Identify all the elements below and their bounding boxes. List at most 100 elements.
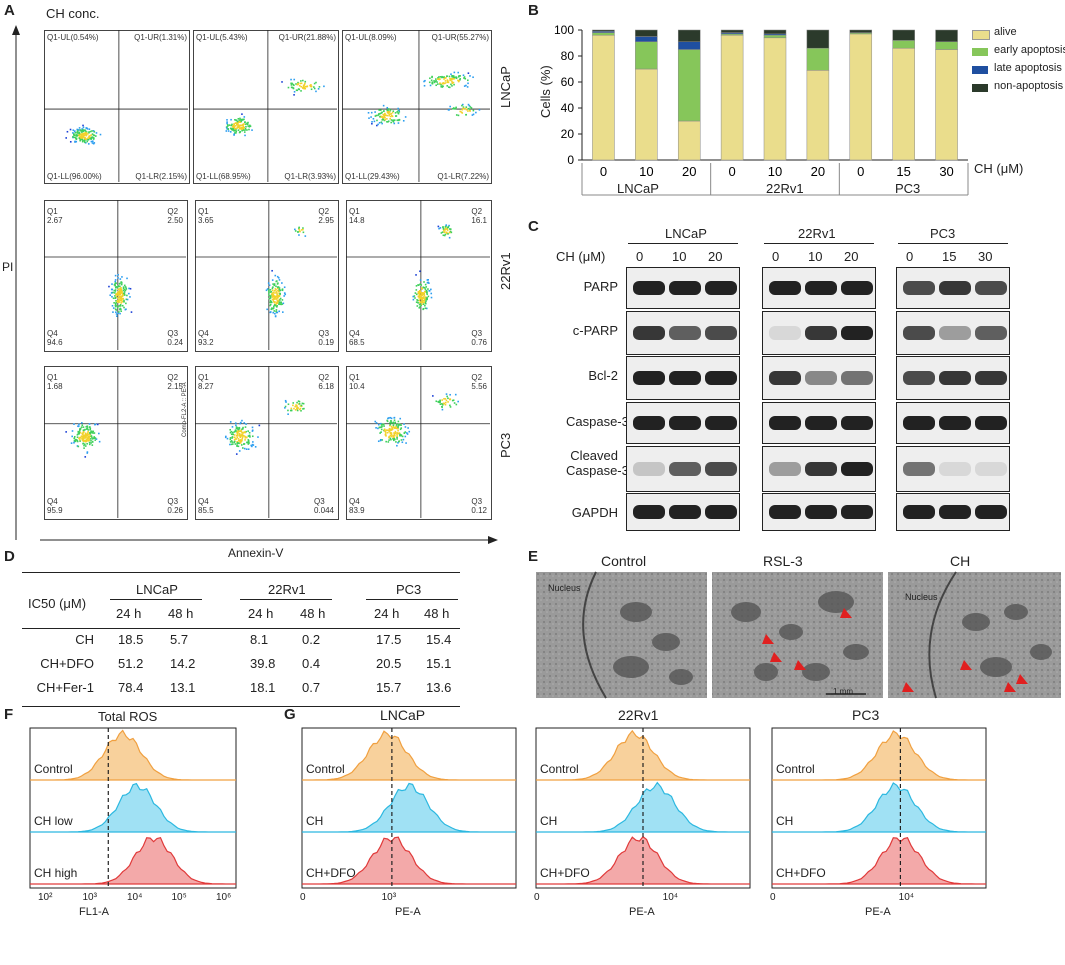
pc3-plot-1: Q1 1.68 Q2 2.15 Q4 95.9 Q3 0.26 — [44, 366, 188, 520]
ic50-value: 39.8 — [250, 656, 276, 671]
quadrant-ur: Q1-UR(55.27%) — [431, 33, 489, 42]
bar-segment-early-apoptosis — [677, 49, 701, 122]
quadrant-q4: Q4 83.9 — [349, 497, 365, 515]
bar-xtick: 0 — [857, 164, 864, 179]
quadrant-q1: Q1 14.8 — [349, 207, 365, 225]
bar-xtick: 15 — [896, 164, 910, 179]
blot-band — [903, 505, 935, 519]
blot-band — [633, 505, 665, 519]
blot-box — [896, 446, 1010, 492]
blot-band — [669, 416, 701, 430]
table-group-lncap: LNCaP — [136, 582, 178, 597]
bar-group-lncap: LNCaP — [617, 181, 659, 196]
bar-segment-alive — [892, 47, 915, 161]
quadrant-lr: Q1-LR(3.93%) — [284, 172, 336, 181]
blot-band — [939, 505, 971, 519]
blot-line-lncap — [628, 243, 738, 244]
histogram-xtick: 10⁴ — [662, 892, 679, 903]
blot-band — [769, 281, 801, 295]
quadrant-q3: Q3 0.24 — [167, 329, 183, 347]
dose-label: 0 — [772, 249, 780, 264]
histogram-curve — [30, 782, 236, 833]
quadrant-q3: Q3 0.12 — [471, 497, 487, 515]
blot-row-label: Bcl-2 — [588, 368, 618, 383]
bar-ytick: 100 — [554, 23, 574, 37]
histogram-xlabel: PE-A — [395, 906, 421, 918]
bar-ytick: 40 — [561, 101, 575, 115]
table-top-rule — [22, 572, 460, 573]
annexin-axis-label: Annexin-V — [228, 546, 284, 560]
table-group-pc3: PC3 — [396, 582, 422, 597]
blot-box — [896, 402, 1010, 444]
blot-box — [896, 493, 1010, 531]
dose-label: 0 — [906, 249, 914, 264]
blot-band — [975, 462, 1007, 476]
quadrant-q2: Q2 2.15 — [167, 373, 183, 391]
tem-title-ch: CH — [950, 553, 971, 569]
bar-xtick: 10 — [768, 164, 782, 179]
histogram-curve — [302, 730, 516, 781]
blot-band — [841, 505, 873, 519]
blot-box — [626, 311, 740, 355]
blot-band — [903, 326, 935, 340]
blot-band — [669, 326, 701, 340]
blot-box — [626, 356, 740, 400]
ic50-value: 0.2 — [302, 632, 321, 647]
quadrant-q1: Q1 10.4 — [349, 373, 365, 391]
blot-box — [762, 267, 876, 309]
dose-label: 10 — [808, 249, 823, 264]
quadrant-q1: Q1 8.27 — [198, 373, 214, 391]
blot-band — [669, 505, 701, 519]
blot-band — [939, 281, 971, 295]
blot-band — [705, 371, 737, 385]
quadrant-ll: Q1-LL(29.43%) — [345, 172, 400, 181]
histogram-condition-label: Control — [540, 762, 579, 776]
time-48h-22rv1: 48 h — [300, 606, 326, 621]
bar-ytick: 60 — [561, 75, 575, 89]
ic50-value: 18.1 — [250, 680, 276, 695]
dose-label: 30 — [978, 249, 993, 264]
tem-title-control: Control — [601, 553, 647, 569]
tem-scale-bar-label: 1 mm — [833, 687, 853, 696]
blot-band — [975, 326, 1007, 340]
blot-box — [626, 446, 740, 492]
quadrant-q1: Q1 2.67 — [47, 207, 63, 225]
histogram-xtick: 0 — [534, 892, 540, 903]
histogram-layer — [29, 727, 987, 889]
blot-box — [626, 493, 740, 531]
histogram-curve — [302, 836, 516, 885]
histogram-xtick: 10³ — [381, 892, 397, 903]
time-24h-lncap: 24 h — [116, 606, 142, 621]
quadrant-ll: Q1-LL(68.95%) — [196, 172, 251, 181]
blot-band — [805, 326, 837, 340]
bar-segment-non-apoptosis — [892, 29, 915, 41]
blot-group-lncap: LNCaP — [665, 226, 707, 241]
bar-ytick: 80 — [561, 49, 575, 63]
table-bottom-rule — [22, 706, 460, 707]
quadrant-ur: Q1-UR(1.31%) — [134, 33, 187, 42]
tem-ch-image — [888, 572, 1061, 698]
bar-ylabel: Cells (%) — [538, 65, 553, 118]
quadrant-q3: Q3 0.26 — [167, 497, 183, 515]
blot-band — [903, 371, 935, 385]
blot-band — [903, 416, 935, 430]
pc3-mid-axis-label: Comp-FL2-A :: PE-A — [182, 382, 188, 437]
blot-band — [805, 505, 837, 519]
histogram-curve — [536, 835, 750, 885]
g-title-lncap: LNCaP — [380, 707, 426, 723]
blot-box — [896, 311, 1010, 355]
bar-segment-alive — [677, 120, 701, 161]
blot-band — [633, 371, 665, 385]
panel-label-b: B — [528, 2, 539, 19]
blot-band — [705, 326, 737, 340]
bar-xlabel: CH (μM) — [974, 161, 1024, 176]
lncap-plot-3: Q1-UL(8.09%) Q1-UR(55.27%) Q1-LL(29.43%)… — [342, 30, 492, 184]
blot-band — [841, 326, 873, 340]
histogram-curve — [772, 730, 986, 781]
quadrant-ul: Q1-UL(0.54%) — [47, 33, 99, 42]
blot-row-label: Cleaved Caspase-3 — [566, 448, 629, 478]
histogram-condition-label: CH — [540, 814, 558, 828]
blot-band — [805, 462, 837, 476]
bar-segment-late-apoptosis — [677, 41, 701, 50]
histogram-curve — [302, 782, 516, 833]
